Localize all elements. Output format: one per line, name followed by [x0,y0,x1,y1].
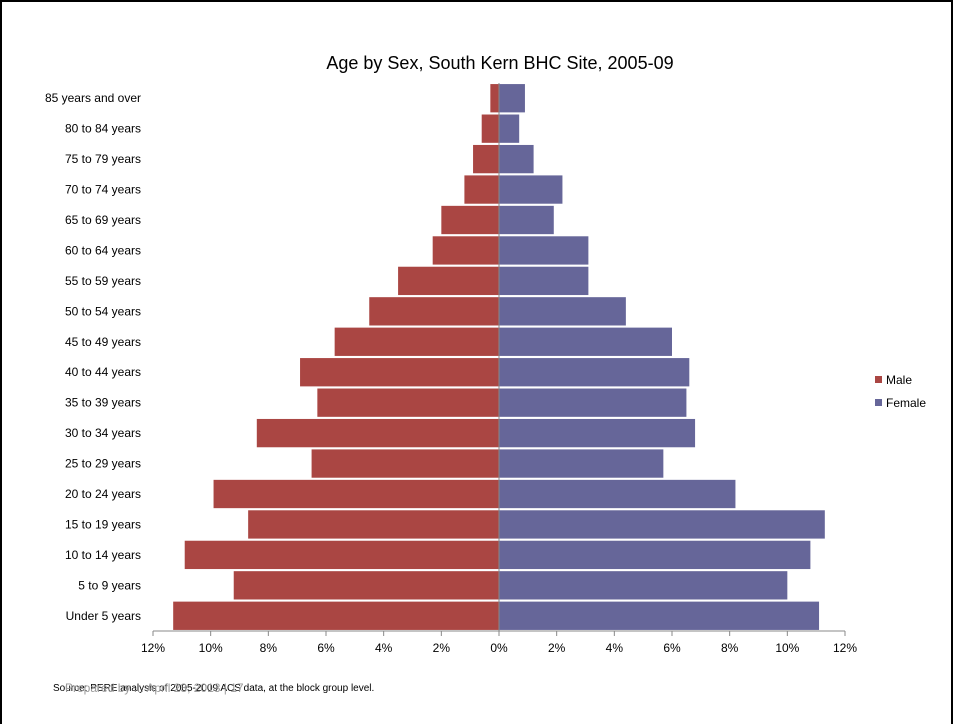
bar-male [248,510,499,539]
bar-male [317,388,499,417]
bar-male [490,84,499,113]
legend-item-female: Female [875,391,926,414]
category-label: 40 to 44 years [65,365,141,379]
bar-female [499,358,690,387]
bar-male [334,327,499,356]
bar-male [311,449,499,478]
bar-male [233,571,499,600]
bar-male [481,114,499,143]
bar-male [256,418,499,448]
category-label: 20 to 24 years [65,487,141,501]
bar-male [369,297,499,326]
x-tick-label: 6% [317,641,335,655]
x-tick-label: 0% [490,641,508,655]
category-label: 50 to 54 years [65,304,141,318]
legend-label-female: Female [886,395,927,410]
bar-female [499,236,589,265]
bar-male [473,144,499,174]
bar-female [499,175,563,204]
x-tick-label: 2% [433,641,451,655]
x-tick-label: 4% [606,641,624,655]
category-label: 75 to 79 years [65,152,141,166]
category-label: 60 to 64 years [65,243,141,257]
bar-male [432,236,499,265]
male-bars [173,84,500,630]
bar-female [499,266,589,296]
legend: Male Female [875,368,926,414]
axes [152,83,846,636]
bar-female [499,327,672,356]
x-tick-label: 2% [548,641,566,655]
source-note: Source: PERE analysis of 2005-2009 ACS d… [53,683,375,694]
category-labels: Under 5 years 5 to 9 years 10 to 14 years 1… [45,91,141,623]
legend-swatch-female [875,399,882,406]
bar-female [499,297,626,326]
bar-female [499,540,811,570]
bar-male [398,266,499,296]
x-tick-label: 4% [375,641,393,655]
bar-female [499,388,687,417]
x-tick-label: 8% [721,641,739,655]
bar-male [184,540,499,570]
x-tick-label: 12% [141,641,165,655]
category-label: 65 to 69 years [65,213,141,227]
category-label: 45 to 49 years [65,335,141,349]
x-tick-label: 6% [663,641,681,655]
slide-footer: Prepared by ... April 23, 2013 | 17 [65,681,244,695]
x-tick-label: 8% [260,641,278,655]
x-tick-label: 10% [775,641,799,655]
legend-item-male: Male [875,368,926,391]
bar-female [499,205,554,235]
bar-male [464,175,499,204]
category-label: 35 to 39 years [65,396,141,410]
category-label: 5 to 9 years [78,578,141,592]
category-label: 70 to 74 years [65,183,141,197]
bar-male [213,479,500,509]
category-label: 30 to 34 years [65,426,141,440]
category-label: 55 to 59 years [65,274,141,288]
bar-male [441,205,499,235]
bar-female [499,601,820,630]
category-label: 85 years and over [45,91,141,105]
category-label: Under 5 years [66,609,141,623]
bar-female [499,114,520,143]
chart-title: Age by Sex, South Kern BHC Site, 2005-09 [326,53,674,73]
category-label: 10 to 14 years [65,548,141,562]
legend-swatch-male [875,376,882,383]
bar-female [499,144,534,174]
category-label: 15 to 19 years [65,517,141,531]
bar-male [173,601,499,630]
x-tick-label: 10% [199,641,223,655]
bar-male [300,358,499,387]
bar-female [499,449,664,478]
category-label: 25 to 29 years [65,457,141,471]
bar-female [499,84,525,113]
category-label: 80 to 84 years [65,122,141,136]
legend-label-male: Male [886,372,913,387]
bar-female [499,418,696,448]
bar-female [499,479,736,509]
x-tick-label: 12% [833,641,857,655]
x-tick-labels: 12% 10% 8% 6% 4% 2% 0% 2% 4% 6% 8% 10% 12% [141,641,857,655]
bar-female [499,571,788,600]
female-bars [499,84,825,630]
bar-female [499,510,825,539]
